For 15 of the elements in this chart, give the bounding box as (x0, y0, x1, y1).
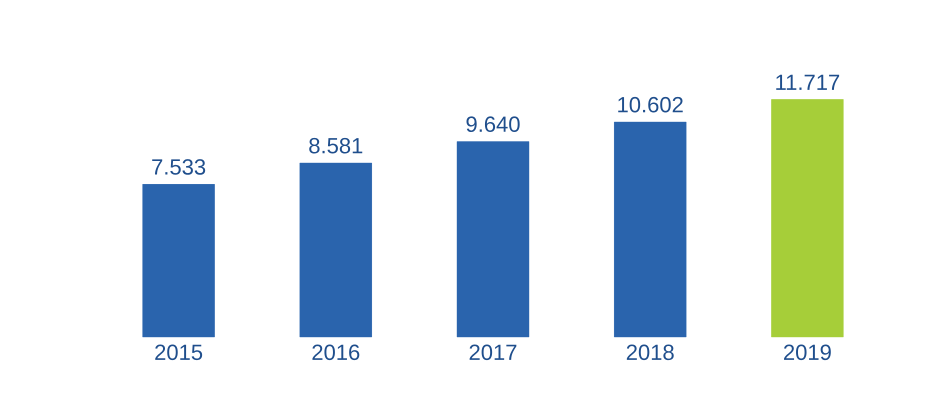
x-tick-label: 2019 (784, 344, 831, 360)
data-label: 11.717 (776, 74, 840, 90)
x-tick-label: 2017 (470, 344, 516, 360)
data-label: 9.640 (466, 116, 520, 132)
x-tick-label: 2015 (155, 344, 202, 360)
data-label: 8.581 (309, 138, 362, 154)
data-label: 7.533 (152, 159, 206, 175)
bar (142, 184, 215, 338)
x-tick-label: 2016 (312, 344, 360, 360)
bar (456, 141, 530, 338)
data-label: 10.602 (618, 96, 683, 112)
bar (300, 162, 372, 338)
x-tick-label: 2018 (626, 344, 674, 360)
bar (771, 99, 844, 338)
bar (614, 122, 686, 338)
